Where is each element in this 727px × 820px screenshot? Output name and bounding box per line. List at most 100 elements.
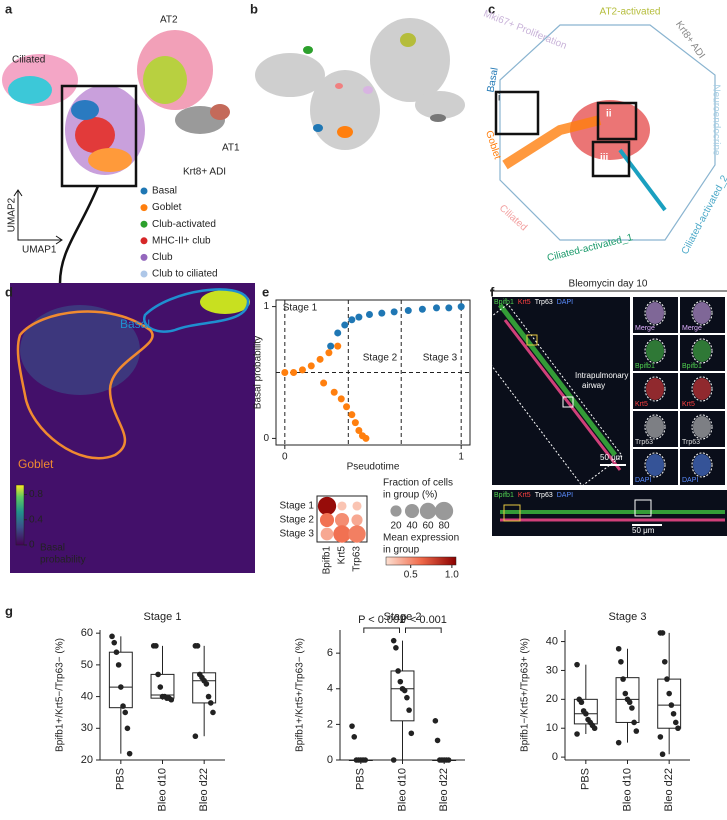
dot (348, 525, 366, 543)
point (434, 737, 441, 744)
y-axis-label: Basal probability (253, 336, 264, 409)
box (390, 670, 415, 722)
x-axis-label: Pseudotime (347, 462, 400, 473)
cell-outline (644, 452, 666, 478)
point (334, 329, 342, 337)
cell (693, 416, 711, 438)
point (675, 725, 681, 732)
panel-title: Bleomycin day 10 (569, 279, 648, 290)
point (327, 342, 335, 350)
point (445, 757, 452, 763)
inset-label: Krt5 (635, 401, 648, 408)
dot (319, 512, 335, 528)
point (661, 658, 668, 665)
point (341, 321, 349, 329)
legend-swatch (140, 204, 148, 212)
y-tick-label: 2 (327, 718, 333, 730)
point (320, 379, 328, 387)
annotation: Intrapulmonary (575, 371, 628, 380)
cell-outline (691, 338, 713, 364)
legend-swatch (140, 270, 148, 278)
point (418, 305, 426, 313)
point (395, 668, 401, 674)
stage-label: Stage 3 (423, 353, 458, 364)
point (659, 751, 666, 758)
cell (646, 378, 664, 400)
umap-b (255, 18, 465, 150)
y-tick-label: 10 (546, 722, 558, 734)
point (298, 366, 306, 374)
legend-title: Fraction of cells (383, 478, 453, 489)
cell (646, 416, 664, 438)
point (203, 681, 210, 687)
row-label: Stage 2 (280, 515, 315, 526)
point (397, 678, 404, 685)
legend-swatch (140, 253, 148, 261)
cluster-label: AT1 (222, 143, 240, 154)
point (355, 313, 363, 321)
stain-label: Trp63 (535, 492, 553, 499)
legend-swatch (140, 187, 148, 195)
point (192, 733, 199, 740)
point (349, 723, 355, 729)
y-tick-label: 1 (263, 301, 269, 312)
significance-bracket (405, 627, 442, 633)
point (574, 731, 580, 737)
point (109, 633, 115, 640)
column-label: Bpifb1 (322, 546, 333, 575)
point (281, 369, 289, 376)
inset-label: DAPI (682, 477, 698, 484)
point (348, 316, 356, 324)
x-tick-label: Bleo d22 (198, 768, 210, 811)
point (120, 703, 126, 709)
colorbar-label: Basal (40, 543, 65, 554)
point (122, 709, 129, 716)
point (343, 403, 351, 411)
size-tick-label: 20 (390, 521, 402, 532)
point (404, 694, 410, 701)
point (406, 707, 412, 713)
stain-label: Bpifb1 (494, 299, 514, 306)
chart-title: Stage 3 (609, 611, 647, 623)
y-tick-label: 30 (546, 664, 558, 676)
colorbar-tick-label: 0 (29, 540, 35, 551)
inset-label: Trp63 (682, 439, 700, 446)
point (111, 639, 118, 646)
significance-label: P < 0.001 (400, 614, 447, 626)
inset-label: DAPI (635, 477, 651, 484)
point (404, 307, 412, 315)
point (210, 709, 216, 716)
colorbar-tick-label: 0.5 (404, 570, 418, 581)
cell-outline (644, 300, 666, 326)
row-label: Stage 3 (280, 529, 315, 540)
stain-label: Krt5 (518, 299, 531, 306)
point (325, 349, 333, 357)
point (620, 676, 626, 682)
cluster-label: Krt8+ ADI (183, 167, 226, 178)
cell-outline (644, 414, 666, 440)
cell (693, 454, 711, 476)
y-tick-label: 0 (263, 433, 269, 444)
cell (693, 340, 711, 362)
panel-label: b (250, 1, 258, 16)
panel-label: f (490, 284, 495, 299)
region-label: Goblet (18, 457, 54, 471)
colorbar-tick-label: 1.0 (445, 570, 459, 581)
point (615, 739, 622, 746)
point (194, 643, 201, 649)
cell-outline (691, 300, 713, 326)
box-label: iii (600, 153, 609, 164)
y-tick-label: 0 (327, 754, 333, 766)
x-tick-label: PBS (355, 768, 367, 790)
dot (337, 501, 347, 511)
point (124, 725, 131, 732)
point (390, 308, 398, 316)
colorbar (385, 556, 457, 566)
cell-outline (691, 376, 713, 402)
x-tick-label: Bleo d10 (396, 768, 408, 811)
panel-label: c (488, 1, 495, 16)
legend-title: Mean expression (383, 533, 459, 544)
circle-label: Ciliated-activated_1 (546, 232, 634, 264)
point (622, 690, 629, 697)
point (432, 304, 440, 312)
